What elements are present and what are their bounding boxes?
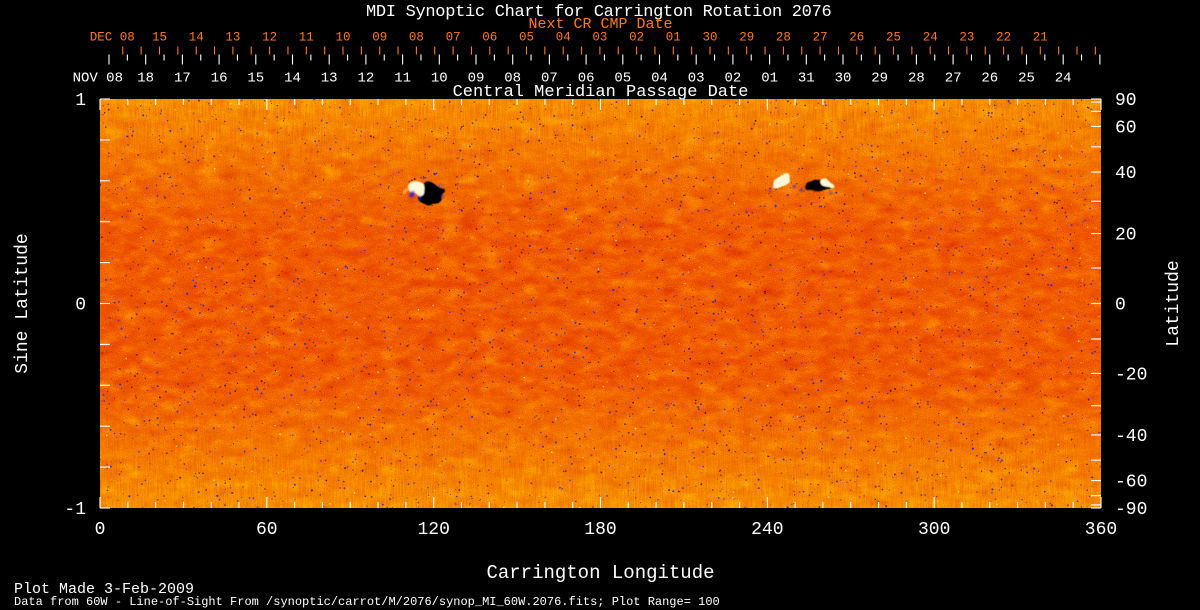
svg-text:23: 23 [959, 31, 974, 45]
svg-text:27: 27 [813, 31, 828, 45]
svg-text:60: 60 [1115, 118, 1137, 138]
svg-text:15: 15 [247, 71, 264, 87]
svg-text:Latitude: Latitude [1164, 260, 1184, 346]
svg-text:30: 30 [835, 71, 852, 87]
svg-text:27: 27 [945, 71, 962, 87]
svg-text:26: 26 [849, 31, 864, 45]
svg-text:12: 12 [357, 71, 374, 87]
svg-text:20: 20 [1115, 226, 1137, 246]
svg-text:0: 0 [1115, 296, 1126, 316]
svg-text:14: 14 [284, 71, 301, 87]
svg-text:21: 21 [1033, 31, 1048, 45]
svg-text:16: 16 [211, 71, 228, 87]
svg-text:09: 09 [372, 31, 387, 45]
svg-text:180: 180 [584, 520, 616, 540]
svg-text:17: 17 [174, 71, 191, 87]
svg-text:25: 25 [1018, 71, 1035, 87]
svg-text:Central Meridian Passage Date: Central Meridian Passage Date [453, 83, 749, 102]
svg-text:18: 18 [137, 71, 154, 87]
svg-text:24: 24 [923, 31, 938, 45]
svg-text:10: 10 [431, 71, 448, 87]
svg-text:-20: -20 [1115, 365, 1147, 385]
svg-text:1: 1 [75, 91, 86, 111]
svg-text:01: 01 [761, 71, 778, 87]
svg-text:07: 07 [446, 31, 461, 45]
svg-text:14: 14 [189, 31, 204, 45]
svg-text:24: 24 [1055, 71, 1072, 87]
svg-text:28: 28 [776, 31, 791, 45]
svg-text:25: 25 [886, 31, 901, 45]
svg-text:0: 0 [75, 296, 86, 316]
svg-text:30: 30 [702, 31, 717, 45]
svg-text:360: 360 [1085, 520, 1117, 540]
svg-text:DEC 08: DEC 08 [90, 31, 135, 45]
svg-text:08: 08 [409, 31, 424, 45]
svg-text:-1: -1 [64, 500, 86, 520]
svg-text:06: 06 [482, 31, 497, 45]
svg-text:12: 12 [262, 31, 277, 45]
svg-text:26: 26 [981, 71, 998, 87]
svg-text:90: 90 [1115, 91, 1137, 111]
svg-text:40: 40 [1115, 164, 1137, 184]
svg-text:15: 15 [152, 31, 167, 45]
svg-text:-90: -90 [1115, 500, 1147, 520]
svg-text:29: 29 [871, 71, 888, 87]
svg-text:120: 120 [417, 520, 449, 540]
svg-text:31: 31 [798, 71, 815, 87]
svg-text:300: 300 [918, 520, 950, 540]
svg-text:29: 29 [739, 31, 754, 45]
svg-text:0: 0 [95, 520, 106, 540]
svg-text:11: 11 [299, 31, 314, 45]
svg-text:10: 10 [335, 31, 350, 45]
svg-text:22: 22 [996, 31, 1011, 45]
svg-text:NOV 08: NOV 08 [73, 71, 123, 87]
svg-text:Carrington Longitude: Carrington Longitude [486, 562, 714, 584]
svg-text:13: 13 [321, 71, 338, 87]
svg-text:11: 11 [394, 71, 411, 87]
svg-text:-60: -60 [1115, 473, 1147, 493]
svg-text:240: 240 [751, 520, 783, 540]
svg-text:60: 60 [256, 520, 278, 540]
svg-text:Next CR CMP Date: Next CR CMP Date [528, 16, 672, 33]
svg-text:Data from 60W - Line-of-Sight: Data from 60W - Line-of-Sight From /syno… [14, 595, 720, 609]
svg-text:-40: -40 [1115, 427, 1147, 447]
svg-text:13: 13 [225, 31, 240, 45]
svg-text:28: 28 [908, 71, 925, 87]
svg-text:Sine Latitude: Sine Latitude [13, 233, 33, 373]
